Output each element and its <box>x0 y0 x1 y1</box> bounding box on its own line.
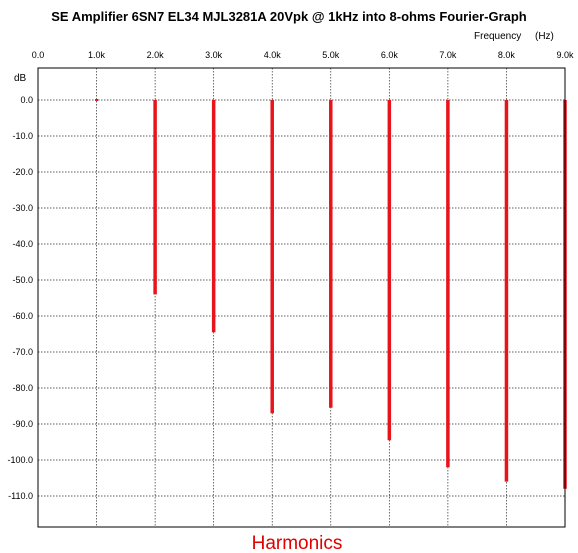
x-tick-label: 7.0k <box>439 50 457 60</box>
y-tick-label: -110.0 <box>8 491 33 501</box>
x-tick-label: 3.0k <box>205 50 223 60</box>
x-tick-label: 8.0k <box>498 50 516 60</box>
frequency-axis-unit: (Hz) <box>535 31 554 42</box>
x-tick-labels: 0.0 1.0k 2.0k 3.0k 4.0k 5.0k 6.0k 7.0k 8.0k 9.0k <box>32 50 574 60</box>
plot-frame <box>37 67 566 528</box>
y-tick-label: -50.0 <box>12 275 33 285</box>
chart-title: SE Amplifier 6SN7 EL34 MJL3281A 20Vpk @ … <box>51 9 527 24</box>
y-tick-label: 0.0 <box>20 95 33 105</box>
x-axis-label: Harmonics <box>252 533 343 553</box>
x-tick-label: 9.0k <box>556 50 574 60</box>
x-tick-label: 5.0k <box>322 50 340 60</box>
harmonic-bars <box>95 99 567 489</box>
y-tick-label: -70.0 <box>12 347 33 357</box>
harmonic-bar <box>95 99 99 101</box>
y-tick-label: -40.0 <box>12 239 33 249</box>
y-tick-label: -60.0 <box>12 311 33 321</box>
y-tick-labels: 0.0 -10.0 -20.0 -30.0 -40.0 -50.0 -60.0 -70.0 -8… <box>7 95 33 501</box>
x-tick-label: 6.0k <box>381 50 399 60</box>
y-tick-label: -20.0 <box>12 167 33 177</box>
frequency-axis-label: Frequency <box>474 31 521 42</box>
x-tick-label: 4.0k <box>264 50 282 60</box>
y-axis-label: dB <box>14 73 27 84</box>
y-tick-label: -90.0 <box>12 419 33 429</box>
x-tick-label: 0.0 <box>32 50 45 60</box>
grid-lines <box>38 68 565 527</box>
x-tick-label: 2.0k <box>147 50 165 60</box>
y-tick-label: -30.0 <box>12 203 33 213</box>
y-tick-label: -80.0 <box>12 383 33 393</box>
x-tick-label: 1.0k <box>88 50 106 60</box>
y-tick-label: -10.0 <box>12 131 33 141</box>
y-tick-label: -100.0 <box>7 455 33 465</box>
